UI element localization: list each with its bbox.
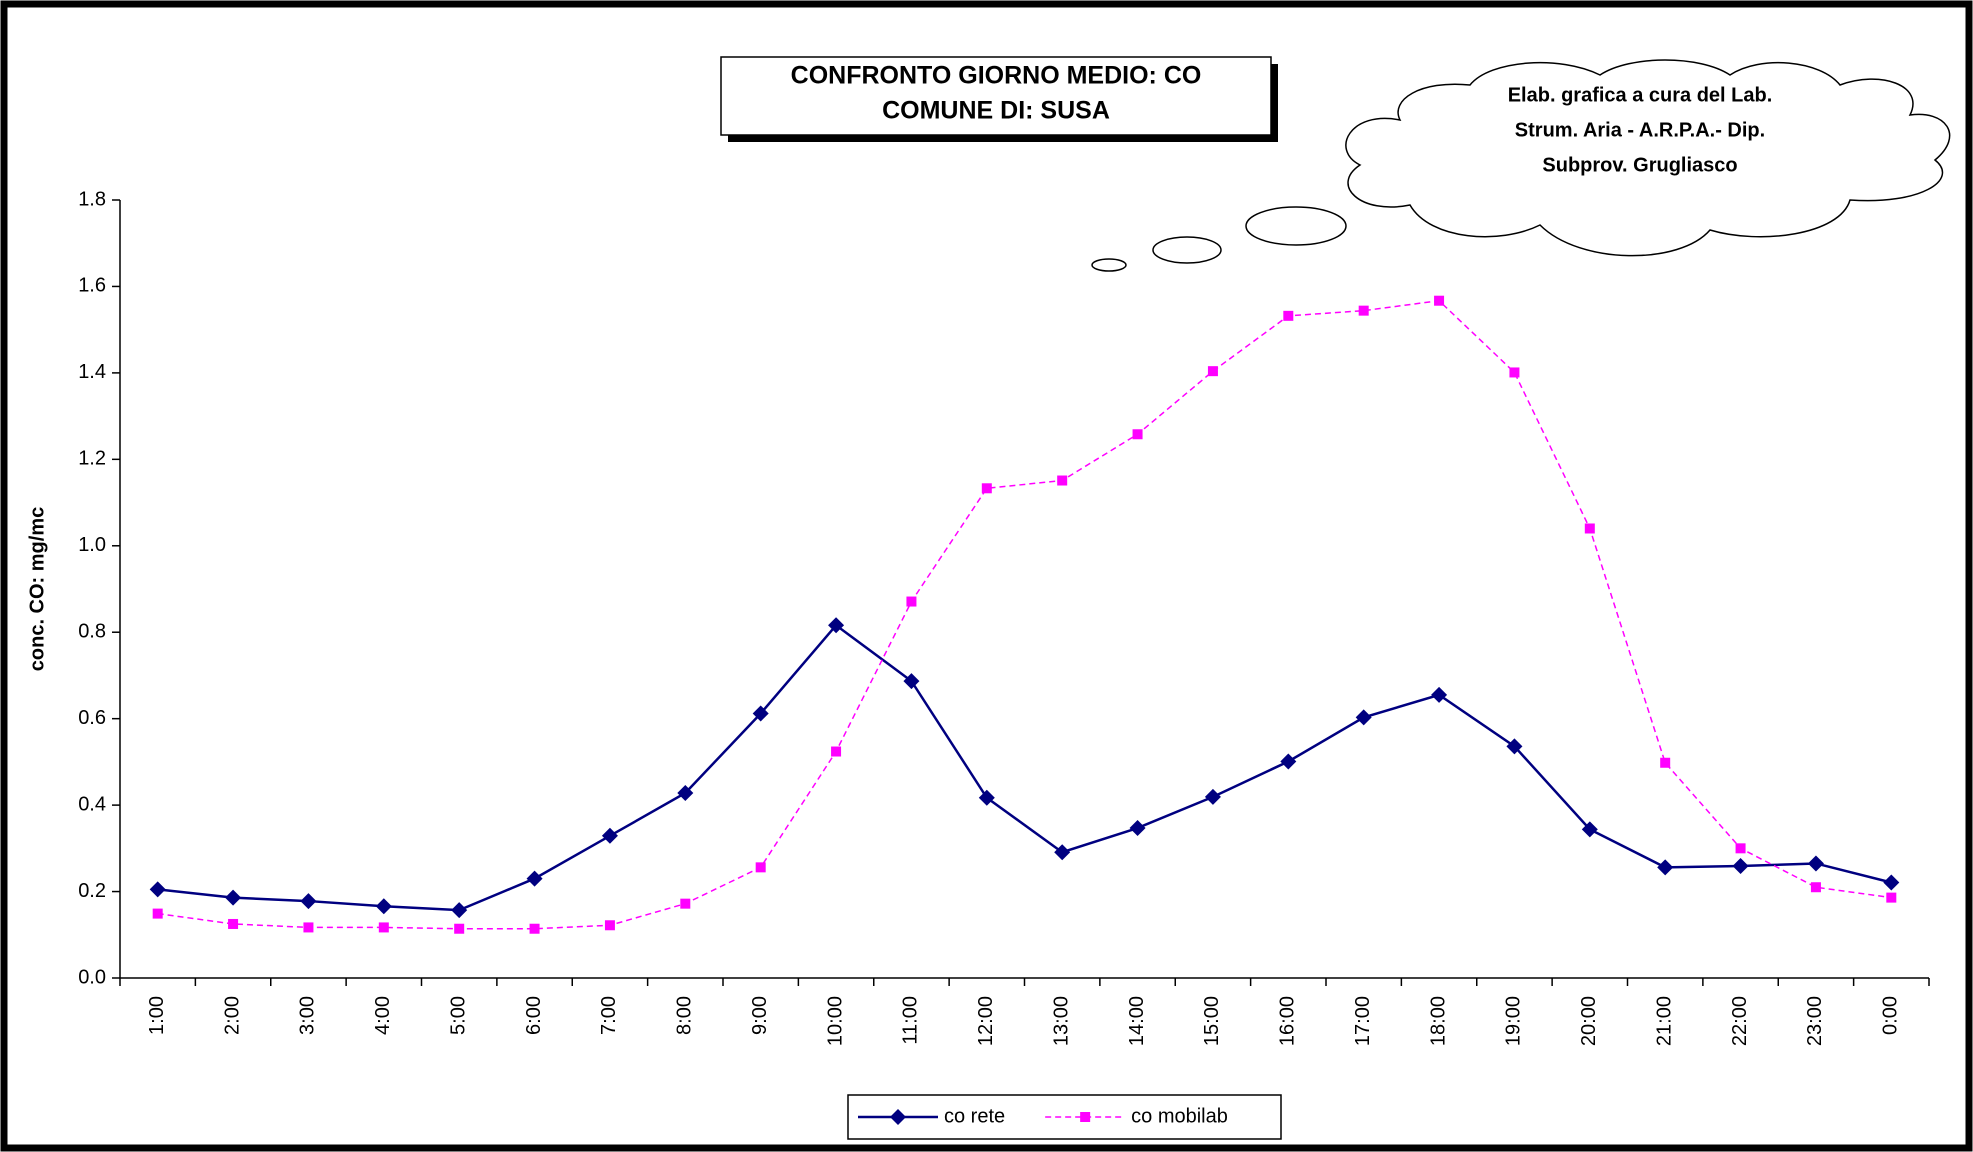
data-point xyxy=(225,889,242,906)
data-point xyxy=(451,902,468,919)
x-tick-label: 23:00 xyxy=(1804,996,1826,1046)
x-tick-label: 3:00 xyxy=(297,996,319,1035)
y-axis-label: conc. CO: mg/mc xyxy=(26,507,48,671)
data-point xyxy=(1280,753,1297,770)
data-point xyxy=(903,673,920,690)
x-tick-label: 9:00 xyxy=(749,996,771,1035)
data-point xyxy=(1584,523,1595,534)
data-point xyxy=(1129,820,1146,837)
chart-title: COMUNE DI: SUSA xyxy=(882,97,1110,125)
series-line xyxy=(157,299,1892,930)
data-point xyxy=(981,483,992,494)
x-tick-label: 10:00 xyxy=(824,996,846,1046)
x-tick-label: 17:00 xyxy=(1352,996,1374,1046)
x-tick-label: 12:00 xyxy=(975,996,997,1046)
data-point xyxy=(828,617,845,634)
y-tick-label: 1.4 xyxy=(78,361,106,383)
legend-label: co rete xyxy=(944,1105,1005,1127)
title-box xyxy=(720,56,1272,136)
annotation: Elab. grafica a cura del Lab. xyxy=(1508,84,1773,106)
annotation: Strum. Aria - A.R.P.A.- Dip. xyxy=(1515,119,1765,141)
x-tick-label: 15:00 xyxy=(1201,996,1223,1046)
data-point xyxy=(454,923,465,934)
y-tick-label: 1.6 xyxy=(78,275,106,297)
y-tick-label: 1.8 xyxy=(78,188,106,210)
data-point xyxy=(601,827,618,844)
x-tick-label: 4:00 xyxy=(372,996,394,1035)
y-tick-label: 0.8 xyxy=(78,621,106,643)
data-point xyxy=(831,746,842,757)
x-tick-label: 6:00 xyxy=(523,996,545,1035)
x-tick-label: 1:00 xyxy=(146,996,168,1035)
data-point xyxy=(526,870,543,887)
data-point xyxy=(149,881,166,898)
data-point xyxy=(604,920,615,931)
series-line xyxy=(157,623,1892,912)
data-point xyxy=(755,862,766,873)
data-point xyxy=(228,918,239,929)
data-point xyxy=(1132,429,1143,440)
data-point xyxy=(1355,709,1372,726)
y-tick-label: 0.0 xyxy=(78,966,106,988)
x-tick-label: 11:00 xyxy=(900,996,922,1045)
data-point xyxy=(1506,738,1523,755)
x-tick-label: 8:00 xyxy=(674,996,696,1035)
data-point xyxy=(1057,475,1068,486)
x-tick-label: 22:00 xyxy=(1729,996,1751,1046)
x-tick-label: 18:00 xyxy=(1427,996,1449,1046)
data-point xyxy=(303,922,314,933)
data-point xyxy=(1732,858,1749,875)
legend-label: co mobilab xyxy=(1131,1105,1228,1127)
y-tick-label: 0.6 xyxy=(78,707,106,729)
y-tick-label: 1.0 xyxy=(78,534,106,556)
data-point xyxy=(378,922,389,933)
y-tick-label: 1.2 xyxy=(78,448,106,470)
x-tick-label: 19:00 xyxy=(1503,996,1525,1046)
data-point xyxy=(978,789,995,806)
chart-title: CONFRONTO GIORNO MEDIO: CO xyxy=(791,62,1202,90)
data-point xyxy=(1431,686,1448,703)
x-tick-label: 21:00 xyxy=(1653,996,1675,1046)
data-point xyxy=(1886,892,1897,903)
data-point xyxy=(1054,844,1071,861)
x-tick-label: 13:00 xyxy=(1050,996,1072,1046)
data-point xyxy=(1581,821,1598,838)
y-tick-label: 0.4 xyxy=(78,793,106,815)
y-tick-label: 0.2 xyxy=(78,880,106,902)
x-tick-label: 0:00 xyxy=(1880,996,1902,1035)
data-point xyxy=(1660,757,1671,768)
x-tick-label: 5:00 xyxy=(447,996,469,1035)
data-point xyxy=(375,898,392,915)
data-point xyxy=(1657,859,1674,876)
data-point xyxy=(1810,882,1821,893)
data-point xyxy=(752,705,769,722)
data-point xyxy=(1509,367,1520,378)
data-point xyxy=(529,923,540,934)
data-point xyxy=(1204,788,1221,805)
data-point xyxy=(1434,295,1445,306)
data-point xyxy=(1883,874,1900,891)
data-point xyxy=(1735,843,1746,854)
legend-marker xyxy=(890,1109,906,1125)
data-point xyxy=(680,898,691,909)
data-point xyxy=(300,893,317,910)
x-tick-label: 2:00 xyxy=(221,996,243,1035)
data-point xyxy=(1807,855,1824,872)
annotation: Subprov. Grugliasco xyxy=(1542,154,1737,176)
x-tick-label: 14:00 xyxy=(1126,996,1148,1046)
x-tick-label: 16:00 xyxy=(1277,996,1299,1046)
data-point xyxy=(677,785,694,802)
x-tick-label: 20:00 xyxy=(1578,996,1600,1046)
thought-cloud xyxy=(1091,59,1951,272)
data-point xyxy=(152,908,163,919)
data-point xyxy=(1358,305,1369,316)
legend-marker xyxy=(1080,1112,1091,1122)
data-point xyxy=(906,596,917,607)
x-tick-label: 7:00 xyxy=(598,996,620,1035)
data-point xyxy=(1283,310,1294,321)
data-point xyxy=(1207,366,1218,377)
